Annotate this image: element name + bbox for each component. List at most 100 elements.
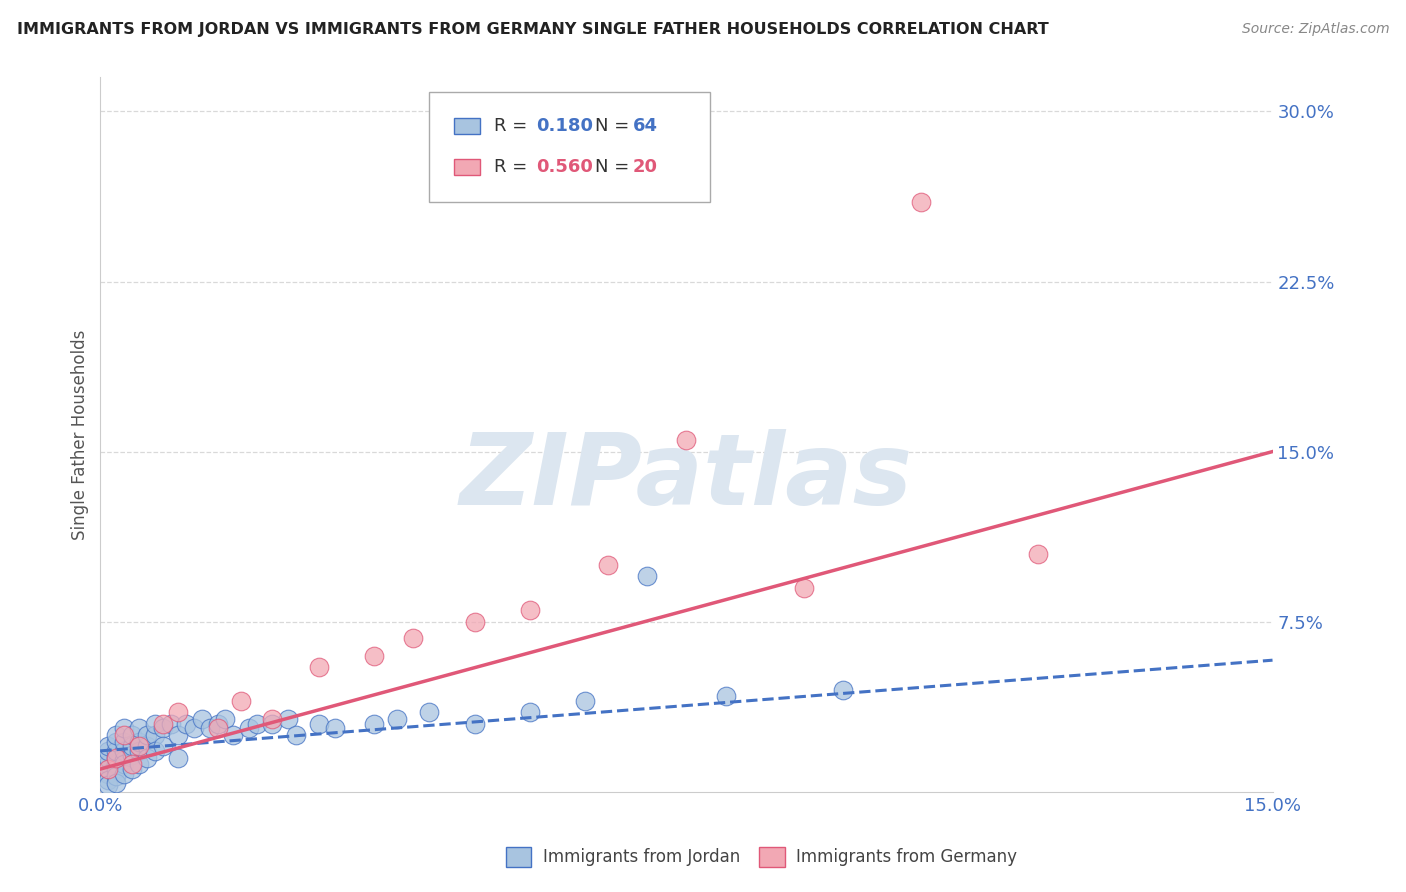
Point	[97, 778, 120, 792]
Point	[519, 603, 541, 617]
Text: 20: 20	[633, 158, 658, 176]
Point	[104, 750, 127, 764]
Point	[152, 739, 174, 754]
Point	[598, 558, 620, 572]
Point	[176, 716, 198, 731]
Point	[97, 766, 120, 780]
Point	[714, 690, 737, 704]
Point	[143, 744, 166, 758]
Point	[464, 615, 486, 629]
FancyBboxPatch shape	[429, 92, 710, 202]
Point	[128, 721, 150, 735]
Point	[910, 195, 932, 210]
Point	[793, 581, 815, 595]
Point	[128, 735, 150, 749]
Point	[198, 721, 221, 735]
FancyBboxPatch shape	[454, 159, 479, 175]
Point	[574, 694, 596, 708]
Point	[136, 728, 159, 742]
Point	[97, 744, 120, 758]
Point	[104, 762, 127, 776]
Point	[308, 716, 330, 731]
Point	[104, 769, 127, 783]
Point	[207, 716, 229, 731]
Point	[1026, 547, 1049, 561]
Point	[121, 757, 143, 772]
Point	[143, 716, 166, 731]
Point	[97, 762, 120, 776]
Point	[104, 744, 127, 758]
Text: Immigrants from Jordan: Immigrants from Jordan	[543, 848, 740, 866]
Point	[136, 750, 159, 764]
Point	[128, 739, 150, 754]
Text: Immigrants from Germany: Immigrants from Germany	[796, 848, 1017, 866]
Text: 0.560: 0.560	[537, 158, 593, 176]
Point	[152, 721, 174, 735]
Point	[97, 762, 120, 776]
Point	[402, 631, 425, 645]
Point	[277, 712, 299, 726]
Point	[128, 757, 150, 772]
Point	[238, 721, 260, 735]
Point	[207, 721, 229, 735]
Point	[262, 712, 284, 726]
Point	[214, 712, 236, 726]
Point	[222, 728, 245, 742]
Point	[675, 434, 697, 448]
Point	[112, 728, 135, 742]
Point	[121, 748, 143, 763]
Point	[167, 706, 190, 720]
Point	[121, 739, 143, 754]
Point	[97, 750, 120, 764]
Point	[104, 757, 127, 772]
Point	[262, 716, 284, 731]
Point	[464, 716, 486, 731]
Y-axis label: Single Father Households: Single Father Households	[72, 329, 89, 540]
Point	[136, 739, 159, 754]
Point	[323, 721, 346, 735]
Text: 64: 64	[633, 117, 658, 135]
Point	[191, 712, 214, 726]
Point	[121, 762, 143, 776]
Point	[363, 648, 385, 663]
Point	[112, 757, 135, 772]
Point	[104, 735, 127, 749]
Point	[831, 682, 853, 697]
Point	[112, 735, 135, 749]
Point	[104, 728, 127, 742]
Point	[159, 716, 181, 731]
FancyBboxPatch shape	[454, 118, 479, 134]
Point	[97, 773, 120, 788]
Point	[121, 728, 143, 742]
Text: N =: N =	[595, 158, 636, 176]
Point	[246, 716, 269, 731]
Point	[97, 757, 120, 772]
Point	[418, 706, 440, 720]
Text: 0.180: 0.180	[537, 117, 593, 135]
Text: IMMIGRANTS FROM JORDAN VS IMMIGRANTS FROM GERMANY SINGLE FATHER HOUSEHOLDS CORRE: IMMIGRANTS FROM JORDAN VS IMMIGRANTS FRO…	[17, 22, 1049, 37]
Point	[97, 739, 120, 754]
Point	[284, 728, 307, 742]
Point	[167, 750, 190, 764]
Point	[167, 728, 190, 742]
Text: R =: R =	[494, 158, 533, 176]
Point	[128, 744, 150, 758]
Point	[636, 569, 658, 583]
Text: R =: R =	[494, 117, 533, 135]
Point	[363, 716, 385, 731]
Point	[104, 750, 127, 764]
Point	[519, 706, 541, 720]
Point	[112, 721, 135, 735]
Point	[112, 766, 135, 780]
Point	[387, 712, 409, 726]
Point	[112, 744, 135, 758]
Point	[308, 660, 330, 674]
Point	[143, 728, 166, 742]
Text: N =: N =	[595, 117, 636, 135]
Text: ZIPatlas: ZIPatlas	[460, 429, 912, 526]
Point	[152, 716, 174, 731]
Point	[229, 694, 252, 708]
Point	[112, 753, 135, 767]
Point	[183, 721, 205, 735]
Text: Source: ZipAtlas.com: Source: ZipAtlas.com	[1241, 22, 1389, 37]
